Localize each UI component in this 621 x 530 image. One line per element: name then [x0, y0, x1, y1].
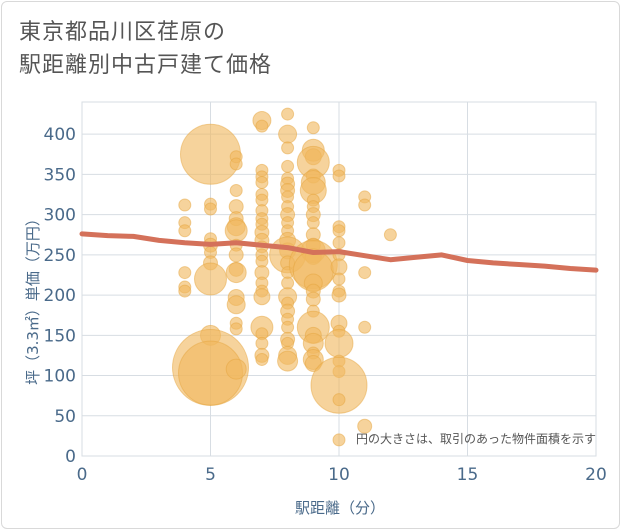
- y-tick-label: 400: [44, 125, 76, 145]
- y-tick-label: 100: [44, 367, 76, 387]
- bubble-point: [358, 320, 372, 334]
- bubble-series: [172, 107, 397, 447]
- bubble-point: [332, 433, 346, 447]
- bubble-point: [178, 284, 192, 298]
- y-tick-label: 150: [44, 326, 76, 346]
- x-tick-label: 0: [77, 465, 88, 485]
- y-tick-label: 250: [44, 246, 76, 266]
- bubble-point: [178, 198, 192, 212]
- bubble-point: [281, 159, 295, 173]
- y-tick-label: 300: [44, 206, 76, 226]
- bubble-point: [178, 224, 192, 238]
- bubble-point: [255, 336, 269, 350]
- tick-labels: 0 50 100 150 200 250 300 350 400 0 5 10 15 20: [44, 125, 607, 485]
- bubble-point: [255, 175, 269, 189]
- bubble-point: [358, 198, 372, 212]
- bubble-point: [332, 272, 346, 286]
- bubble-point: [358, 266, 372, 280]
- bubble-point: [306, 121, 320, 135]
- bubble-point: [278, 124, 298, 144]
- bubble-point: [310, 356, 368, 414]
- bubble-point: [204, 202, 217, 216]
- bubble-point: [332, 236, 346, 250]
- bubble-point: [305, 291, 321, 307]
- bubble-point: [255, 352, 269, 366]
- bubble-point: [229, 322, 243, 336]
- y-tick-label: 200: [44, 286, 76, 306]
- bubble-point: [229, 157, 243, 171]
- bubble-point: [281, 107, 295, 121]
- bubble-point: [331, 287, 347, 303]
- y-axis-label: 坪（3.3㎡）単価（万円）: [24, 211, 42, 385]
- bubble-point: [332, 224, 346, 238]
- chart-title: 東京都品川区荏原の 駅距離別中古戸建て価格: [19, 16, 272, 82]
- bubble-point: [225, 358, 247, 380]
- y-tick-label: 350: [44, 165, 76, 185]
- bubble-point: [332, 393, 346, 407]
- bubble-point: [178, 266, 192, 280]
- bubble-point: [281, 320, 295, 334]
- bubble-point: [229, 184, 243, 197]
- title-line-1: 東京都品川区荏原の: [19, 20, 227, 45]
- x-axis-label: 駅距離（分）: [295, 499, 385, 517]
- note-text: 円の大きさは、取引のあった物件面積を示す: [356, 431, 596, 446]
- bubble-point: [332, 169, 346, 183]
- bubble-point: [255, 119, 269, 133]
- bubble-point: [324, 328, 354, 358]
- bubble-point: [253, 288, 271, 306]
- bubble-point: [277, 350, 299, 372]
- bubble-point: [383, 228, 397, 242]
- bubble-point: [225, 262, 247, 284]
- bubble-point: [281, 141, 295, 155]
- y-tick-label: 50: [54, 407, 76, 427]
- bubble-point: [357, 418, 373, 434]
- trend-line-group: [79, 231, 599, 273]
- title-line-2: 駅距離別中古戸建て価格: [19, 53, 273, 78]
- bubble-point: [194, 262, 227, 296]
- x-tick-label: 10: [328, 465, 350, 485]
- y-tick-label: 0: [65, 447, 76, 467]
- bubble-point: [226, 295, 246, 315]
- bubble-point: [306, 216, 320, 230]
- x-tick-label: 15: [457, 465, 479, 485]
- trend-line: [79, 231, 599, 273]
- bubble-point: [228, 247, 244, 263]
- x-tick-label: 5: [205, 465, 216, 485]
- x-tick-label: 20: [585, 465, 607, 485]
- bubble-point: [224, 219, 248, 243]
